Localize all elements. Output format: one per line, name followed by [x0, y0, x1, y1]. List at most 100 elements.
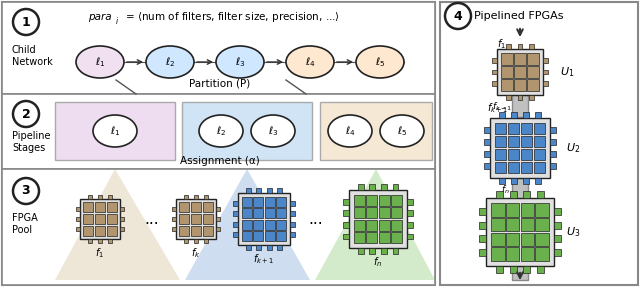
Bar	[508, 136, 519, 147]
Bar	[265, 231, 275, 241]
Bar	[496, 191, 503, 198]
Bar	[492, 233, 504, 246]
Bar	[486, 198, 554, 266]
Bar	[550, 139, 556, 145]
Bar	[492, 203, 504, 217]
Bar	[277, 188, 282, 193]
Bar	[256, 245, 261, 250]
Bar	[366, 195, 377, 206]
Bar	[479, 249, 486, 256]
Bar	[354, 220, 365, 231]
Bar	[521, 247, 534, 261]
Bar	[484, 127, 490, 133]
Bar	[508, 162, 519, 173]
Text: 1: 1	[22, 15, 30, 28]
Text: $f_n$: $f_n$	[373, 255, 383, 269]
Bar	[379, 195, 390, 206]
Text: Partition (P): Partition (P)	[189, 78, 251, 88]
Polygon shape	[185, 169, 310, 280]
Circle shape	[13, 101, 39, 127]
Bar	[550, 163, 556, 169]
Bar	[354, 195, 365, 206]
Bar	[529, 95, 534, 100]
Bar	[440, 2, 638, 285]
Bar	[521, 203, 534, 217]
Bar	[381, 248, 387, 254]
Bar	[379, 207, 390, 218]
Bar	[204, 239, 208, 243]
Bar	[95, 226, 105, 236]
Text: $f_{k+1}$: $f_{k+1}$	[253, 252, 275, 266]
Bar	[379, 232, 390, 243]
Bar	[492, 70, 497, 74]
Ellipse shape	[286, 46, 334, 78]
Text: $U_1$: $U_1$	[560, 65, 574, 79]
Bar	[242, 231, 252, 241]
Text: Assignment (α): Assignment (α)	[180, 156, 260, 166]
Circle shape	[13, 178, 39, 204]
Bar	[512, 178, 528, 200]
Ellipse shape	[356, 46, 404, 78]
Text: $\ell_5$: $\ell_5$	[375, 55, 385, 69]
Bar	[369, 248, 375, 254]
Bar	[484, 163, 490, 169]
Bar	[349, 190, 407, 248]
Bar	[182, 102, 312, 160]
Bar	[107, 226, 117, 236]
Bar	[537, 266, 544, 273]
Bar	[554, 208, 561, 215]
Bar	[514, 53, 526, 65]
Bar	[290, 201, 295, 206]
Bar	[554, 249, 561, 256]
Text: $f_n$: $f_n$	[500, 184, 509, 196]
Bar	[108, 195, 112, 199]
Bar	[2, 169, 435, 285]
Bar	[2, 94, 435, 169]
Ellipse shape	[328, 115, 372, 147]
Bar	[511, 112, 517, 118]
Bar	[184, 195, 188, 199]
Bar	[55, 102, 175, 160]
Text: Pipeline
Stages: Pipeline Stages	[12, 131, 51, 153]
Bar	[343, 234, 349, 239]
Text: ...: ...	[145, 212, 159, 226]
Bar	[479, 222, 486, 229]
Bar	[120, 227, 124, 231]
Text: $U_3$: $U_3$	[566, 225, 580, 239]
Bar	[521, 136, 532, 147]
Bar	[392, 248, 398, 254]
Text: $\ell_2$: $\ell_2$	[216, 124, 226, 138]
Bar	[172, 227, 176, 231]
Bar	[290, 232, 295, 237]
Bar	[83, 226, 93, 236]
Bar	[88, 239, 92, 243]
Bar	[290, 222, 295, 227]
Bar	[80, 199, 120, 239]
Bar	[83, 202, 93, 212]
Bar	[253, 231, 263, 241]
Bar	[495, 149, 506, 160]
Bar	[203, 202, 212, 212]
Ellipse shape	[146, 46, 194, 78]
Bar	[407, 210, 413, 216]
Bar	[108, 239, 112, 243]
Bar	[191, 226, 201, 236]
Circle shape	[445, 3, 471, 29]
Bar	[265, 220, 275, 230]
Bar	[107, 202, 117, 212]
Bar	[484, 139, 490, 145]
Bar	[191, 214, 201, 224]
Ellipse shape	[251, 115, 295, 147]
Bar	[276, 220, 286, 230]
Circle shape	[13, 9, 39, 35]
Bar	[518, 95, 522, 100]
Bar	[176, 199, 216, 239]
Bar	[554, 222, 561, 229]
Bar	[242, 208, 252, 218]
Bar	[506, 247, 519, 261]
Bar	[242, 197, 252, 207]
Bar	[506, 44, 511, 49]
Text: $f_{k-1}$: $f_{k-1}$	[492, 101, 512, 113]
Bar	[267, 188, 272, 193]
Bar	[107, 214, 117, 224]
